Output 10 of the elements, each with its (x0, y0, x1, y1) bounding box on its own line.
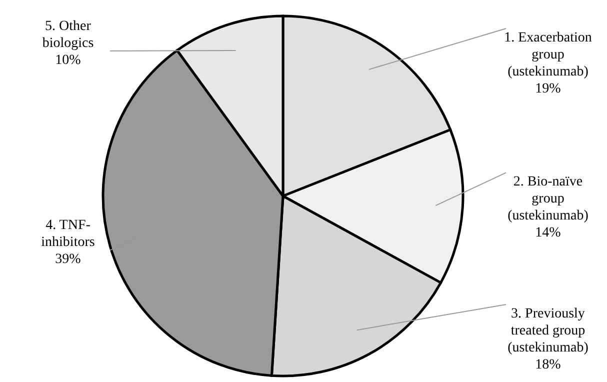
slice-label: 2. Bio-naïve group (ustekinumab) (508, 174, 589, 224)
slice-label: 3. Previously treated group (ustekinumab) (508, 306, 589, 356)
data-label: 14% (535, 226, 562, 241)
data-label: 19% (535, 82, 562, 97)
slice-label: 4. TNF- inhibitors (41, 218, 95, 250)
slice-label: 1. Exacerbation group (ustekinumab) (504, 30, 592, 80)
slice-label: 5. Other biologics (42, 18, 94, 51)
data-label: 39% (55, 252, 82, 268)
data-label: 10% (55, 52, 82, 68)
data-label: 18% (535, 357, 562, 372)
